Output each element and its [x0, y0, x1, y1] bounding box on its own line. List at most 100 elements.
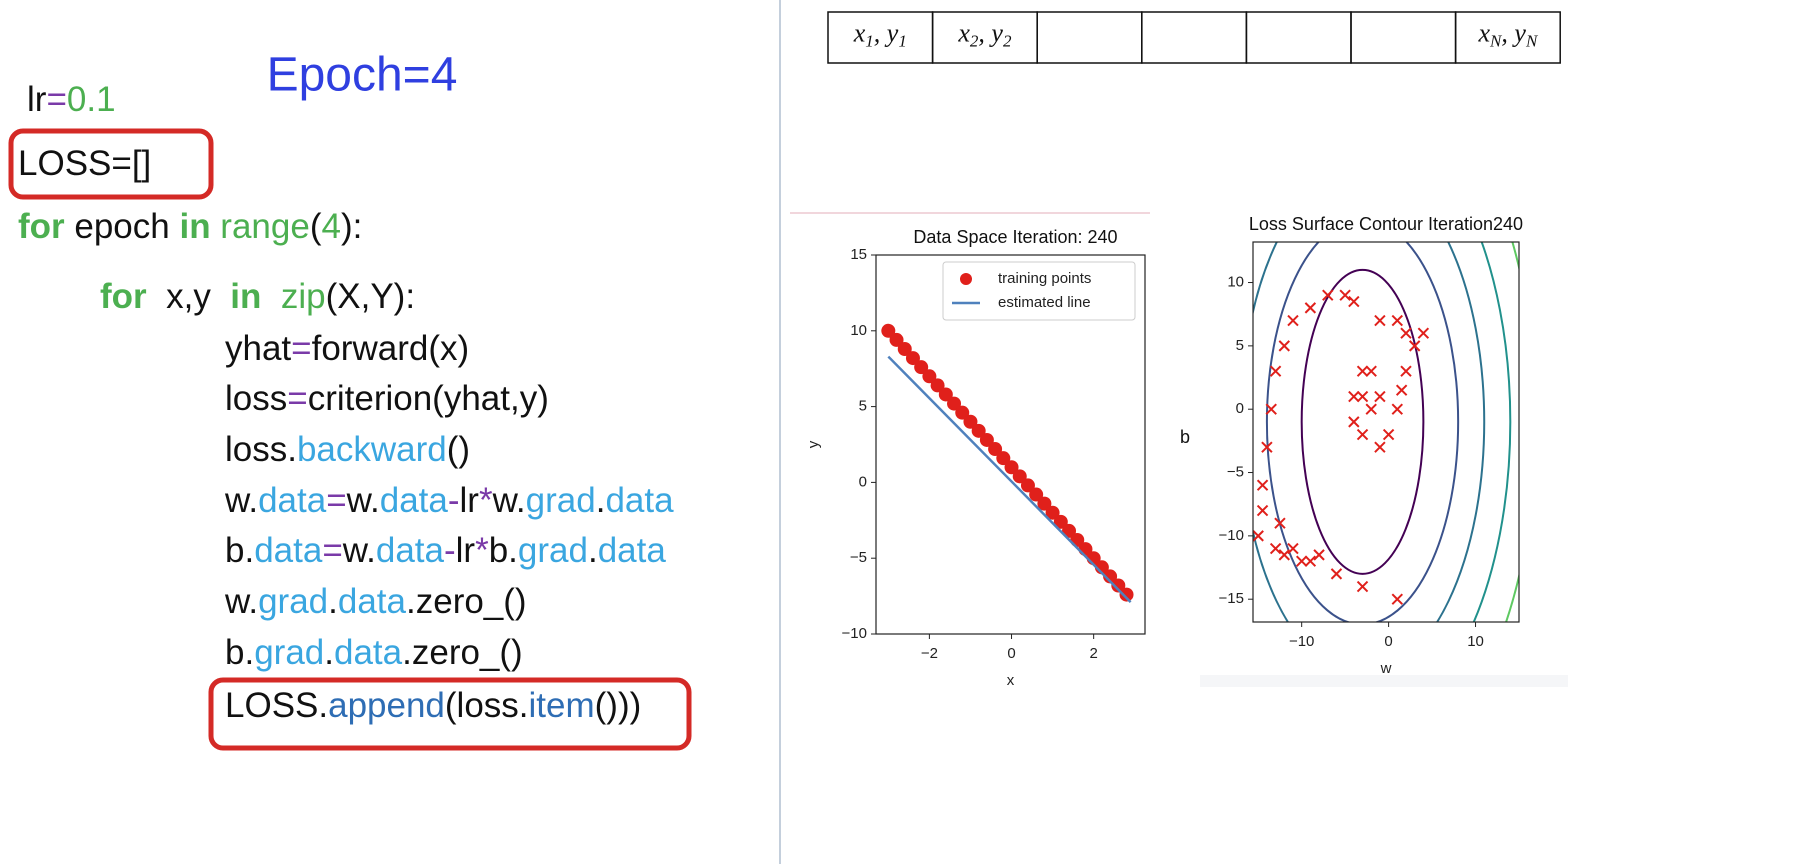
x-marker — [1287, 542, 1299, 555]
code-token: criterion(yhat,y) — [308, 379, 549, 418]
code-line: loss=criterion(yhat,y) — [225, 379, 549, 418]
x-marker — [1304, 555, 1317, 567]
contour-line — [1163, 17, 1563, 828]
cell-variable: x — [957, 18, 970, 47]
code-token: b. — [225, 531, 254, 570]
code-token: = — [322, 531, 342, 570]
code-token: b. — [489, 531, 518, 570]
training-point — [881, 323, 896, 338]
training-point — [1045, 505, 1060, 520]
x-marker — [1256, 504, 1269, 517]
code-line: w.grad.data.zero_() — [224, 582, 527, 621]
code-line: b.data=w.data-lr*b.grad.data — [225, 531, 666, 570]
plot-area — [1163, 17, 1563, 828]
code-token: * — [475, 531, 489, 570]
x-marker — [1287, 314, 1299, 327]
code-token: grad — [254, 633, 324, 672]
cell-text: xN, yN — [1478, 18, 1539, 50]
code-token: in — [179, 207, 210, 246]
training-point — [897, 341, 912, 356]
x-marker — [1400, 365, 1412, 377]
cell-variable: y — [988, 18, 1003, 47]
code-token: range — [211, 207, 310, 246]
training-point — [1012, 469, 1027, 484]
legend-box — [942, 261, 1136, 321]
x-marker — [1382, 428, 1395, 441]
cell-separator: , — [874, 18, 887, 47]
code-token: append — [328, 686, 445, 725]
code-line: LOSS=[] — [18, 144, 151, 183]
code-token: . — [588, 531, 598, 570]
code-token: item — [529, 686, 595, 725]
training-point — [938, 387, 953, 402]
code-token: data — [376, 531, 445, 570]
training-point — [905, 351, 920, 366]
code-line: lr=0.1 — [27, 80, 116, 119]
x-marker — [1313, 549, 1325, 561]
x-marker — [1391, 314, 1404, 327]
code-token: = — [46, 80, 66, 119]
estimated-line — [887, 355, 1132, 604]
x-marker — [1256, 479, 1269, 491]
code-token: data — [338, 582, 407, 621]
training-point — [1037, 496, 1052, 511]
code-token: grad — [258, 582, 328, 621]
x-marker — [1374, 390, 1386, 403]
x-marker — [1278, 340, 1290, 352]
x-marker — [1356, 365, 1369, 377]
x-tick-label: −10 — [1289, 633, 1314, 650]
code-token: w. — [492, 481, 526, 520]
legend-label: training points — [998, 270, 1091, 287]
y-tick-label: −5 — [850, 549, 867, 566]
code-token: (X,Y): — [326, 277, 415, 316]
code-token: (loss. — [445, 686, 529, 725]
training-point — [963, 414, 978, 429]
training-point — [1103, 569, 1118, 584]
code-token: data — [258, 481, 327, 520]
highlight-box — [8, 128, 214, 200]
x-marker — [1417, 327, 1430, 339]
x-marker — [1348, 390, 1360, 403]
legend: training points estimated line — [942, 261, 1136, 321]
table-cell — [1454, 11, 1561, 64]
plot-area — [881, 323, 1134, 604]
panel-edge — [1200, 675, 1568, 687]
y-tick-label: −10 — [842, 625, 867, 642]
plot-frame — [1252, 241, 1520, 623]
code-token: . — [596, 481, 606, 520]
cell-subscript: 2 — [970, 31, 979, 50]
code-token: LOSS=[] — [18, 144, 151, 183]
code-token: = — [291, 329, 311, 368]
code-token: .zero_() — [406, 582, 527, 621]
training-point — [1053, 514, 1068, 529]
code-token: lr — [456, 531, 476, 570]
x-marker — [1278, 549, 1290, 561]
table-cell — [1245, 11, 1352, 64]
x-marker — [1265, 403, 1277, 415]
training-point — [1111, 578, 1126, 593]
code-token: zip — [261, 277, 325, 316]
cell-subscript: 1 — [898, 31, 907, 50]
code-token: w. — [224, 481, 258, 520]
training-point — [988, 442, 1003, 457]
code-token: for — [100, 277, 147, 316]
x-marker — [1261, 441, 1273, 453]
code-token: . — [324, 633, 334, 672]
code-token: () — [447, 430, 470, 469]
code-line: b.grad.data.zero_() — [225, 633, 523, 672]
code-token: data — [380, 481, 449, 520]
y-axis-label: b — [1180, 427, 1190, 447]
x-tick-label: −2 — [921, 645, 938, 662]
x-tick-label: 10 — [1467, 633, 1484, 650]
contour-line — [1472, 242, 1512, 622]
x-marker — [1348, 416, 1360, 428]
cell-text: x1, y1 — [853, 18, 907, 50]
table-cell — [1141, 11, 1248, 64]
training-point — [889, 332, 904, 347]
code-token: - — [444, 531, 456, 570]
legend-swatch — [960, 273, 972, 285]
code-token: ): — [341, 207, 362, 246]
code-token: lr — [460, 481, 480, 520]
cell-variable: y — [884, 18, 899, 47]
